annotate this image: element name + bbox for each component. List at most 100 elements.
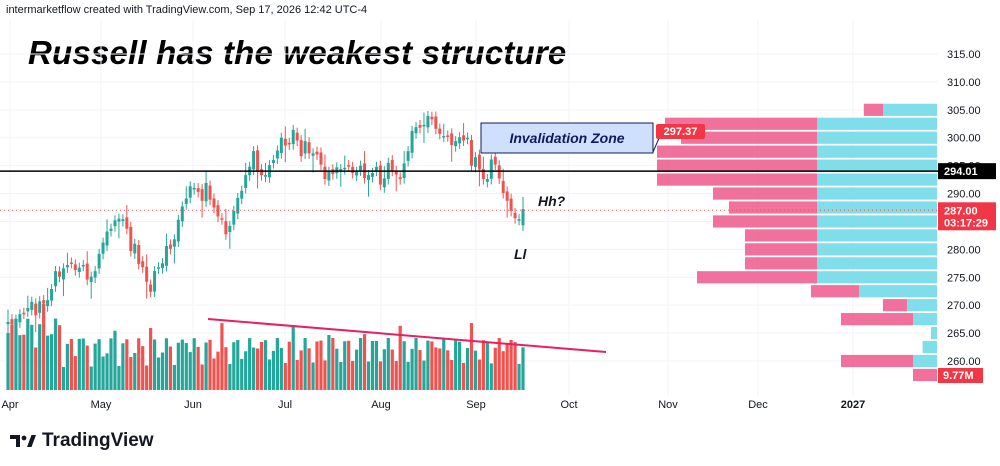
- candle-body: [188, 186, 192, 198]
- candle-body: [311, 153, 315, 156]
- volume-bar: [303, 338, 307, 390]
- candle-body: [343, 167, 347, 170]
- candle-body: [73, 264, 77, 271]
- candle-body: [145, 266, 149, 282]
- candle-body: [501, 180, 505, 193]
- candle-body: [149, 284, 153, 292]
- price-tick-label: 315.00: [947, 49, 981, 61]
- candle-body: [216, 205, 220, 217]
- price-tick-label: 305.00: [947, 105, 981, 117]
- volume-bar: [335, 348, 339, 390]
- volume-bar: [355, 349, 359, 390]
- volume-profile-up-bar: [817, 145, 937, 158]
- candle-body: [398, 177, 402, 180]
- volume-bar: [188, 352, 192, 390]
- candle-body: [38, 301, 42, 313]
- candle-body: [454, 141, 458, 147]
- volume-bars: [6, 303, 525, 390]
- candle-body: [327, 171, 331, 181]
- volume-profile-down-bar: [745, 229, 817, 242]
- volume-bar: [339, 361, 343, 390]
- candle-body: [442, 136, 446, 138]
- candle-body: [34, 303, 38, 316]
- volume-bar: [299, 350, 303, 390]
- volume-bar: [434, 347, 438, 390]
- volume-profile-down-bar: [883, 299, 907, 312]
- volume-bar: [160, 352, 165, 390]
- volume-bar: [315, 341, 319, 390]
- candle-body: [291, 129, 295, 145]
- volume-bar: [489, 363, 493, 390]
- price-tick-label: 265.00: [947, 328, 981, 340]
- candle-body: [184, 198, 188, 204]
- volume-bar: [141, 346, 145, 390]
- volume-profile-up-bar: [907, 299, 937, 312]
- volume-bar: [477, 359, 482, 390]
- candle-body: [323, 166, 327, 180]
- volume-bar: [89, 366, 93, 390]
- volume-bar: [85, 345, 89, 390]
- time-tick-label: Sep: [466, 399, 486, 411]
- volume-bar: [497, 338, 501, 390]
- candle-body: [14, 319, 18, 325]
- candle-body: [299, 140, 303, 157]
- volume-bar: [307, 348, 311, 390]
- volume-bar: [291, 325, 295, 390]
- candle-body: [351, 166, 355, 173]
- candle-body: [414, 127, 418, 134]
- volume-bar: [49, 334, 54, 390]
- candle-body: [485, 179, 489, 182]
- volume-bar: [259, 341, 264, 390]
- hh-annotation: Hh?: [538, 193, 566, 209]
- volume-bar: [287, 341, 291, 390]
- volume-bar: [501, 351, 505, 390]
- volume-bar: [331, 338, 335, 390]
- level-price-label: 294.01: [944, 166, 978, 178]
- volume-profile-up-bar: [817, 243, 937, 256]
- candle-body: [458, 137, 462, 144]
- candle-body: [347, 165, 351, 167]
- volume-profile-up-bar: [817, 229, 937, 242]
- zone-price-tag: [656, 124, 705, 139]
- volume-bar: [517, 363, 521, 390]
- volume-bar: [263, 340, 268, 390]
- volume-bar: [34, 347, 38, 390]
- ll-annotation: Ll: [514, 246, 528, 262]
- candle-body: [180, 206, 184, 222]
- volume-profile-down-bar: [697, 271, 817, 284]
- volume-bar: [370, 341, 375, 390]
- volume-profile-down-bar: [811, 285, 859, 298]
- volume-bar: [418, 349, 422, 390]
- candle-body: [61, 268, 65, 280]
- invalidation-zone-label: Invalidation Zone: [509, 130, 624, 146]
- volume-bar: [22, 334, 26, 390]
- volume-bar: [53, 318, 58, 390]
- time-tick-label: Oct: [560, 399, 577, 411]
- candle-body: [105, 231, 109, 246]
- candle-body: [236, 198, 240, 214]
- volume-tag-label: 9.77M: [943, 370, 974, 382]
- volume-profile-down-bar: [745, 257, 817, 270]
- candle-body: [505, 191, 509, 201]
- volume-profile-up-bar: [817, 159, 937, 172]
- volume-bar: [323, 360, 327, 390]
- volume-bar: [117, 365, 121, 390]
- candle-body: [244, 175, 248, 188]
- volume-bar: [422, 360, 426, 390]
- volume-bar: [358, 338, 363, 390]
- price-axis: 315.00310.00305.00300.00295.00290.00285.…: [938, 49, 996, 383]
- volume-bar: [442, 338, 446, 390]
- candle-body: [196, 188, 200, 192]
- brand[interactable]: TradingView: [10, 430, 154, 452]
- volume-bar: [374, 340, 379, 390]
- candle-body: [220, 218, 224, 220]
- current-price-tag: [938, 202, 996, 231]
- candle-body: [228, 225, 232, 233]
- candle-body: [287, 142, 291, 145]
- candle-body: [161, 263, 164, 269]
- volume-bar: [93, 343, 97, 390]
- volume-bar: [283, 362, 287, 390]
- candle-body: [509, 198, 513, 211]
- time-tick-label: Apr: [1, 399, 18, 411]
